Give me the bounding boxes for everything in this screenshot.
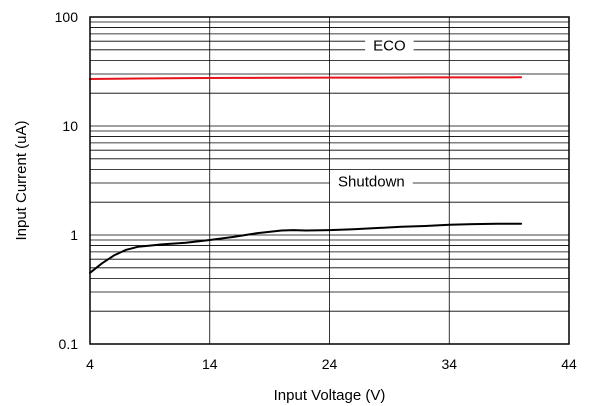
y-tick-label: 1 — [70, 227, 78, 243]
y-tick-label: 10 — [62, 118, 78, 134]
y-tick-label: 0.1 — [59, 336, 79, 352]
y-axis-title: Input Current (uA) — [13, 120, 30, 240]
series-layer — [89, 76, 523, 274]
series-label-shutdown: Shutdown — [338, 173, 405, 190]
ticks-layer: 4 14 24 34 44 0.1 1 10 100 — [55, 9, 577, 372]
x-axis-title: Input Voltage (V) — [274, 387, 386, 404]
series-line-eco — [89, 76, 523, 80]
y-tick-label: 100 — [55, 9, 79, 25]
x-tick-label: 14 — [202, 356, 218, 372]
plot-frame — [89, 16, 570, 345]
series-labels: ECO Shutdown — [330, 36, 414, 192]
x-tick-label: 4 — [86, 356, 94, 372]
grid — [90, 17, 569, 344]
series-label-eco: ECO — [373, 37, 406, 54]
series-line-shutdown — [89, 222, 523, 274]
x-tick-label: 24 — [322, 356, 338, 372]
series-label-background — [365, 36, 414, 56]
x-tick-label: 44 — [561, 356, 577, 372]
series-label-background — [330, 172, 413, 192]
x-tick-label: 34 — [441, 356, 457, 372]
